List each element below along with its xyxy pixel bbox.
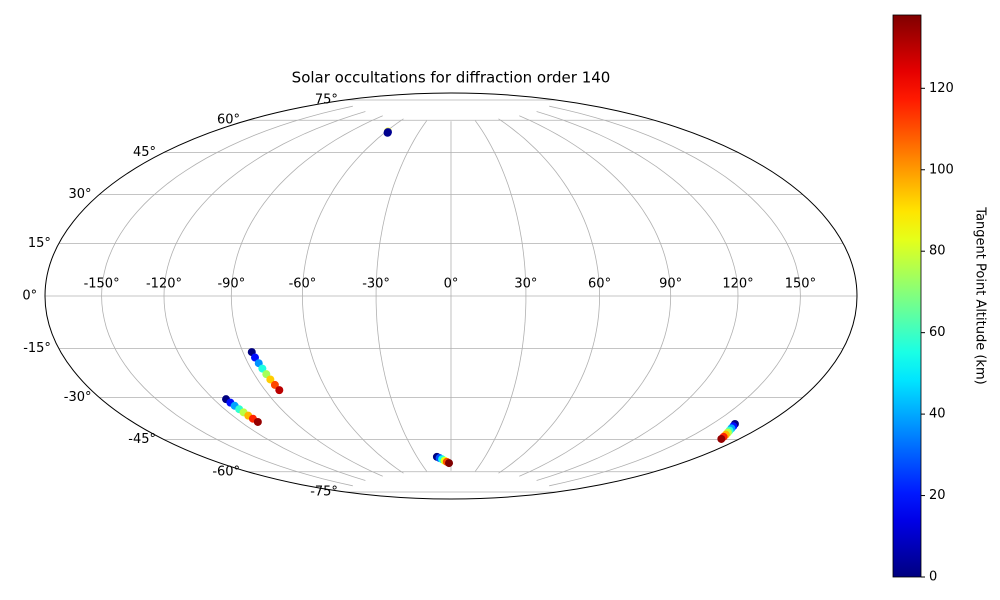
chart-title: Solar occultations for diffraction order… xyxy=(292,69,611,87)
colorbar-tick-label: 60 xyxy=(929,325,946,340)
colorbar-tick-label: 20 xyxy=(929,488,946,503)
y-tick-label: -45° xyxy=(128,432,156,447)
x-tick-label: 120° xyxy=(722,277,753,292)
y-tick-label: 75° xyxy=(315,92,338,107)
point xyxy=(258,364,267,373)
colorbar-tick-label: 100 xyxy=(929,162,954,177)
tick-labels: -150° -120° -90° -60° -30° 0° 30° 60° 90° 120° 150… xyxy=(22,92,816,499)
colorbar-label: Tangent Point Altitude (km) xyxy=(973,206,988,384)
x-tick-label: -30° xyxy=(362,277,390,292)
y-tick-label: 15° xyxy=(28,236,51,251)
x-tick-label: -60° xyxy=(289,277,317,292)
y-tick-label: -15° xyxy=(23,341,51,356)
x-tick-label: 150° xyxy=(785,277,816,292)
y-tick-label: -60° xyxy=(212,464,240,479)
point xyxy=(266,375,275,384)
points xyxy=(222,127,739,468)
point xyxy=(445,459,454,468)
x-tick-label: 30° xyxy=(514,277,537,292)
y-tick-label: 30° xyxy=(68,187,91,202)
point xyxy=(275,386,284,395)
colorbar-tick-label: 0 xyxy=(929,570,937,585)
y-tick-label: 0° xyxy=(22,289,37,304)
grid xyxy=(45,99,857,493)
x-tick-label: 90° xyxy=(659,277,682,292)
colorbar-tick-label: 120 xyxy=(929,81,954,96)
x-tick-label: 60° xyxy=(588,277,611,292)
point xyxy=(253,417,262,426)
x-tick-label: -150° xyxy=(84,277,120,292)
point xyxy=(717,434,726,443)
y-tick-label: 45° xyxy=(133,145,156,160)
point xyxy=(383,128,392,137)
x-tick-label: -90° xyxy=(217,277,245,292)
y-tick-label: -75° xyxy=(310,485,338,500)
colorbar-ticks: 0 20 40 60 80 100 120 xyxy=(921,81,954,585)
colorbar xyxy=(892,14,922,578)
y-tick-label: -30° xyxy=(64,390,92,405)
point xyxy=(250,353,259,362)
y-tick-label: 60° xyxy=(217,113,240,128)
x-tick-label: -120° xyxy=(146,277,182,292)
colorbar-tick-label: 40 xyxy=(929,407,946,422)
map-frame xyxy=(44,92,858,500)
x-tick-label: 0° xyxy=(444,277,459,292)
colorbar-tick-label: 80 xyxy=(929,244,946,259)
